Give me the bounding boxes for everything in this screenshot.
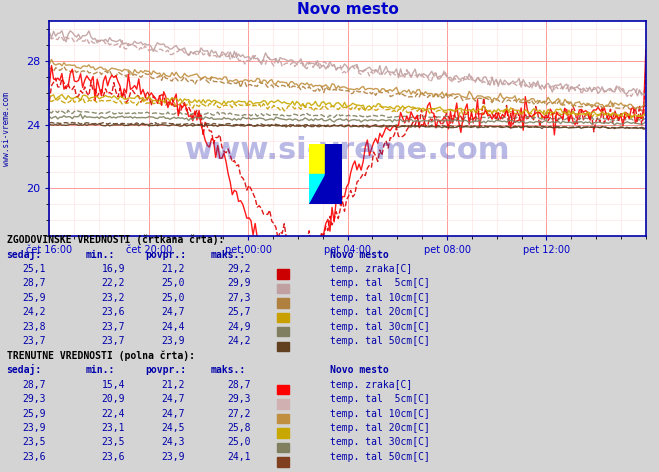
Text: ZGODOVINSKE VREDNOSTI (črtkana črta):: ZGODOVINSKE VREDNOSTI (črtkana črta): [7,235,224,245]
Text: 27,3: 27,3 [227,293,250,303]
Text: sedaj:: sedaj: [7,364,42,375]
Text: 23,6: 23,6 [101,452,125,462]
Text: 23,9: 23,9 [161,336,185,346]
Text: 24,1: 24,1 [227,452,250,462]
Text: 21,2: 21,2 [161,379,185,389]
Text: 29,3: 29,3 [227,394,250,404]
Text: 25,9: 25,9 [22,409,46,419]
Text: 25,8: 25,8 [227,423,250,433]
Text: 23,9: 23,9 [22,423,46,433]
Text: 24,7: 24,7 [161,307,185,317]
Text: 22,4: 22,4 [101,409,125,419]
Text: 24,2: 24,2 [227,336,250,346]
Bar [277,385,289,394]
Text: 23,5: 23,5 [101,438,125,447]
Text: 15,4: 15,4 [101,379,125,389]
Text: 28,7: 28,7 [22,379,46,389]
Text: maks.:: maks.: [211,365,246,375]
Bar [277,457,289,467]
Text: maks.:: maks.: [211,250,246,260]
Text: temp. tal 50cm[C]: temp. tal 50cm[C] [330,336,430,346]
Text: 21,2: 21,2 [161,264,185,274]
Text: 23,5: 23,5 [22,438,46,447]
Text: temp. tal 20cm[C]: temp. tal 20cm[C] [330,307,430,317]
Text: 23,1: 23,1 [101,423,125,433]
Text: temp. zraka[C]: temp. zraka[C] [330,379,412,389]
Bar [277,399,289,409]
Text: temp. tal 30cm[C]: temp. tal 30cm[C] [330,322,430,332]
Bar [309,143,326,174]
Text: 24,3: 24,3 [161,438,185,447]
Text: 23,6: 23,6 [101,307,125,317]
Text: TRENUTNE VREDNOSTI (polna črta):: TRENUTNE VREDNOSTI (polna črta): [7,350,194,361]
Bar [326,143,341,204]
Bar [277,414,289,423]
Title: Novo mesto: Novo mesto [297,2,399,17]
Text: sedaj:: sedaj: [7,248,42,260]
Text: povpr.:: povpr.: [145,250,186,260]
Text: 28,7: 28,7 [227,379,250,389]
Text: 23,2: 23,2 [101,293,125,303]
Text: 25,0: 25,0 [227,438,250,447]
Bar [277,327,289,337]
Text: 29,9: 29,9 [227,278,250,288]
Text: temp. tal 20cm[C]: temp. tal 20cm[C] [330,423,430,433]
Text: min.:: min.: [86,365,115,375]
Bar [277,312,289,322]
Bar [277,298,289,308]
Text: 16,9: 16,9 [101,264,125,274]
Text: 24,2: 24,2 [22,307,46,317]
Text: 28,7: 28,7 [22,278,46,288]
Bar [309,174,326,204]
Text: Novo mesto: Novo mesto [330,365,388,375]
Text: 20,9: 20,9 [101,394,125,404]
Polygon shape [309,143,341,204]
Text: 23,8: 23,8 [22,322,46,332]
Text: povpr.:: povpr.: [145,365,186,375]
Text: temp. zraka[C]: temp. zraka[C] [330,264,412,274]
Text: temp. tal 30cm[C]: temp. tal 30cm[C] [330,438,430,447]
Text: temp. tal 10cm[C]: temp. tal 10cm[C] [330,293,430,303]
Text: 24,7: 24,7 [161,394,185,404]
Text: 24,7: 24,7 [161,409,185,419]
Text: www.si-vreme.com: www.si-vreme.com [2,92,11,166]
Text: temp. tal 50cm[C]: temp. tal 50cm[C] [330,452,430,462]
Text: 24,5: 24,5 [161,423,185,433]
Text: 25,9: 25,9 [22,293,46,303]
Text: temp. tal 10cm[C]: temp. tal 10cm[C] [330,409,430,419]
Text: 24,4: 24,4 [161,322,185,332]
Text: 24,9: 24,9 [227,322,250,332]
Text: 25,1: 25,1 [22,264,46,274]
Bar [277,284,289,293]
Text: 27,2: 27,2 [227,409,250,419]
Text: www.si-vreme.com: www.si-vreme.com [185,135,510,165]
Text: min.:: min.: [86,250,115,260]
Bar [277,443,289,452]
Text: 25,0: 25,0 [161,293,185,303]
Text: temp. tal  5cm[C]: temp. tal 5cm[C] [330,394,430,404]
Text: 23,7: 23,7 [101,336,125,346]
Text: 25,0: 25,0 [161,278,185,288]
Bar [277,269,289,278]
Bar [277,342,289,351]
Text: 23,7: 23,7 [22,336,46,346]
Text: 29,3: 29,3 [22,394,46,404]
Bar [277,428,289,438]
Text: 23,9: 23,9 [161,452,185,462]
Text: 22,2: 22,2 [101,278,125,288]
Text: Novo mesto: Novo mesto [330,250,388,260]
Text: temp. tal  5cm[C]: temp. tal 5cm[C] [330,278,430,288]
Text: 25,7: 25,7 [227,307,250,317]
Text: 29,2: 29,2 [227,264,250,274]
Text: 23,7: 23,7 [101,322,125,332]
Text: 23,6: 23,6 [22,452,46,462]
